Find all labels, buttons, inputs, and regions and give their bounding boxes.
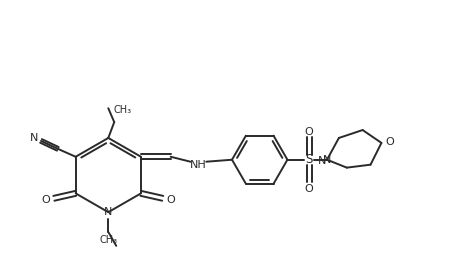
Text: O: O [305, 127, 313, 137]
Text: NH: NH [190, 160, 207, 170]
Text: CH₃: CH₃ [113, 105, 131, 115]
Text: N: N [323, 155, 331, 165]
Text: N: N [30, 133, 38, 143]
Text: N: N [318, 156, 326, 166]
Text: O: O [166, 195, 175, 205]
Text: O: O [305, 184, 313, 194]
Text: O: O [385, 137, 394, 147]
Text: CH₃: CH₃ [99, 235, 117, 245]
Text: N: N [104, 207, 113, 217]
Text: O: O [41, 195, 50, 205]
Text: S: S [306, 153, 313, 166]
